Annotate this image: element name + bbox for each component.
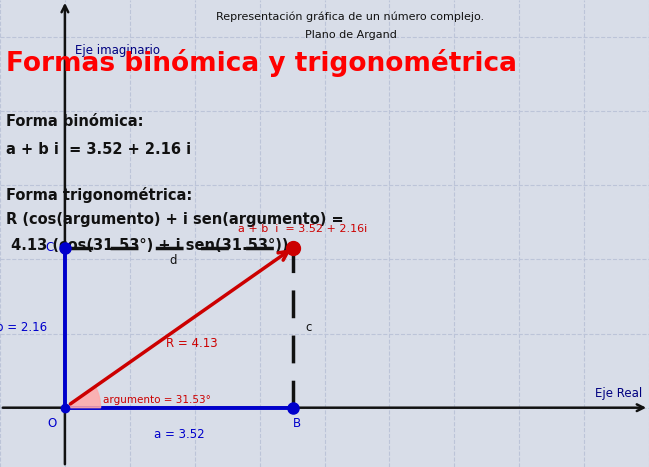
Text: 4.13 (cos(31.53°) + i sen(31.53°)): 4.13 (cos(31.53°) + i sen(31.53°)): [6, 238, 289, 253]
Text: argumento = 31.53°: argumento = 31.53°: [103, 395, 210, 404]
Text: Eje Real: Eje Real: [595, 387, 643, 400]
Text: Forma trigonométrica:: Forma trigonométrica:: [6, 187, 193, 203]
Text: R = 4.13: R = 4.13: [166, 337, 218, 349]
Text: B: B: [293, 417, 300, 430]
Text: Representación gráfica de un número complejo.: Representación gráfica de un número comp…: [216, 12, 485, 22]
Text: Forma binómica:: Forma binómica:: [6, 114, 144, 129]
Text: Plano de Argand: Plano de Argand: [304, 30, 397, 40]
Text: C: C: [45, 241, 53, 254]
Text: R (cos(argumento) + i sen(argumento) =: R (cos(argumento) + i sen(argumento) =: [6, 212, 344, 227]
Text: a = 3.52: a = 3.52: [154, 428, 204, 441]
Text: Eje imaginario: Eje imaginario: [75, 44, 160, 57]
Text: Formas binómica y trigonométrica: Formas binómica y trigonométrica: [6, 49, 517, 77]
Text: O: O: [48, 417, 57, 430]
Text: a + b i  = 3.52 + 2.16 i: a + b i = 3.52 + 2.16 i: [6, 142, 191, 157]
Text: d: d: [169, 254, 177, 267]
Polygon shape: [65, 386, 101, 408]
Text: b = 2.16: b = 2.16: [0, 321, 47, 334]
Text: a + b  i  = 3.52 + 2.16i: a + b i = 3.52 + 2.16i: [238, 224, 367, 234]
Text: c: c: [305, 321, 312, 334]
